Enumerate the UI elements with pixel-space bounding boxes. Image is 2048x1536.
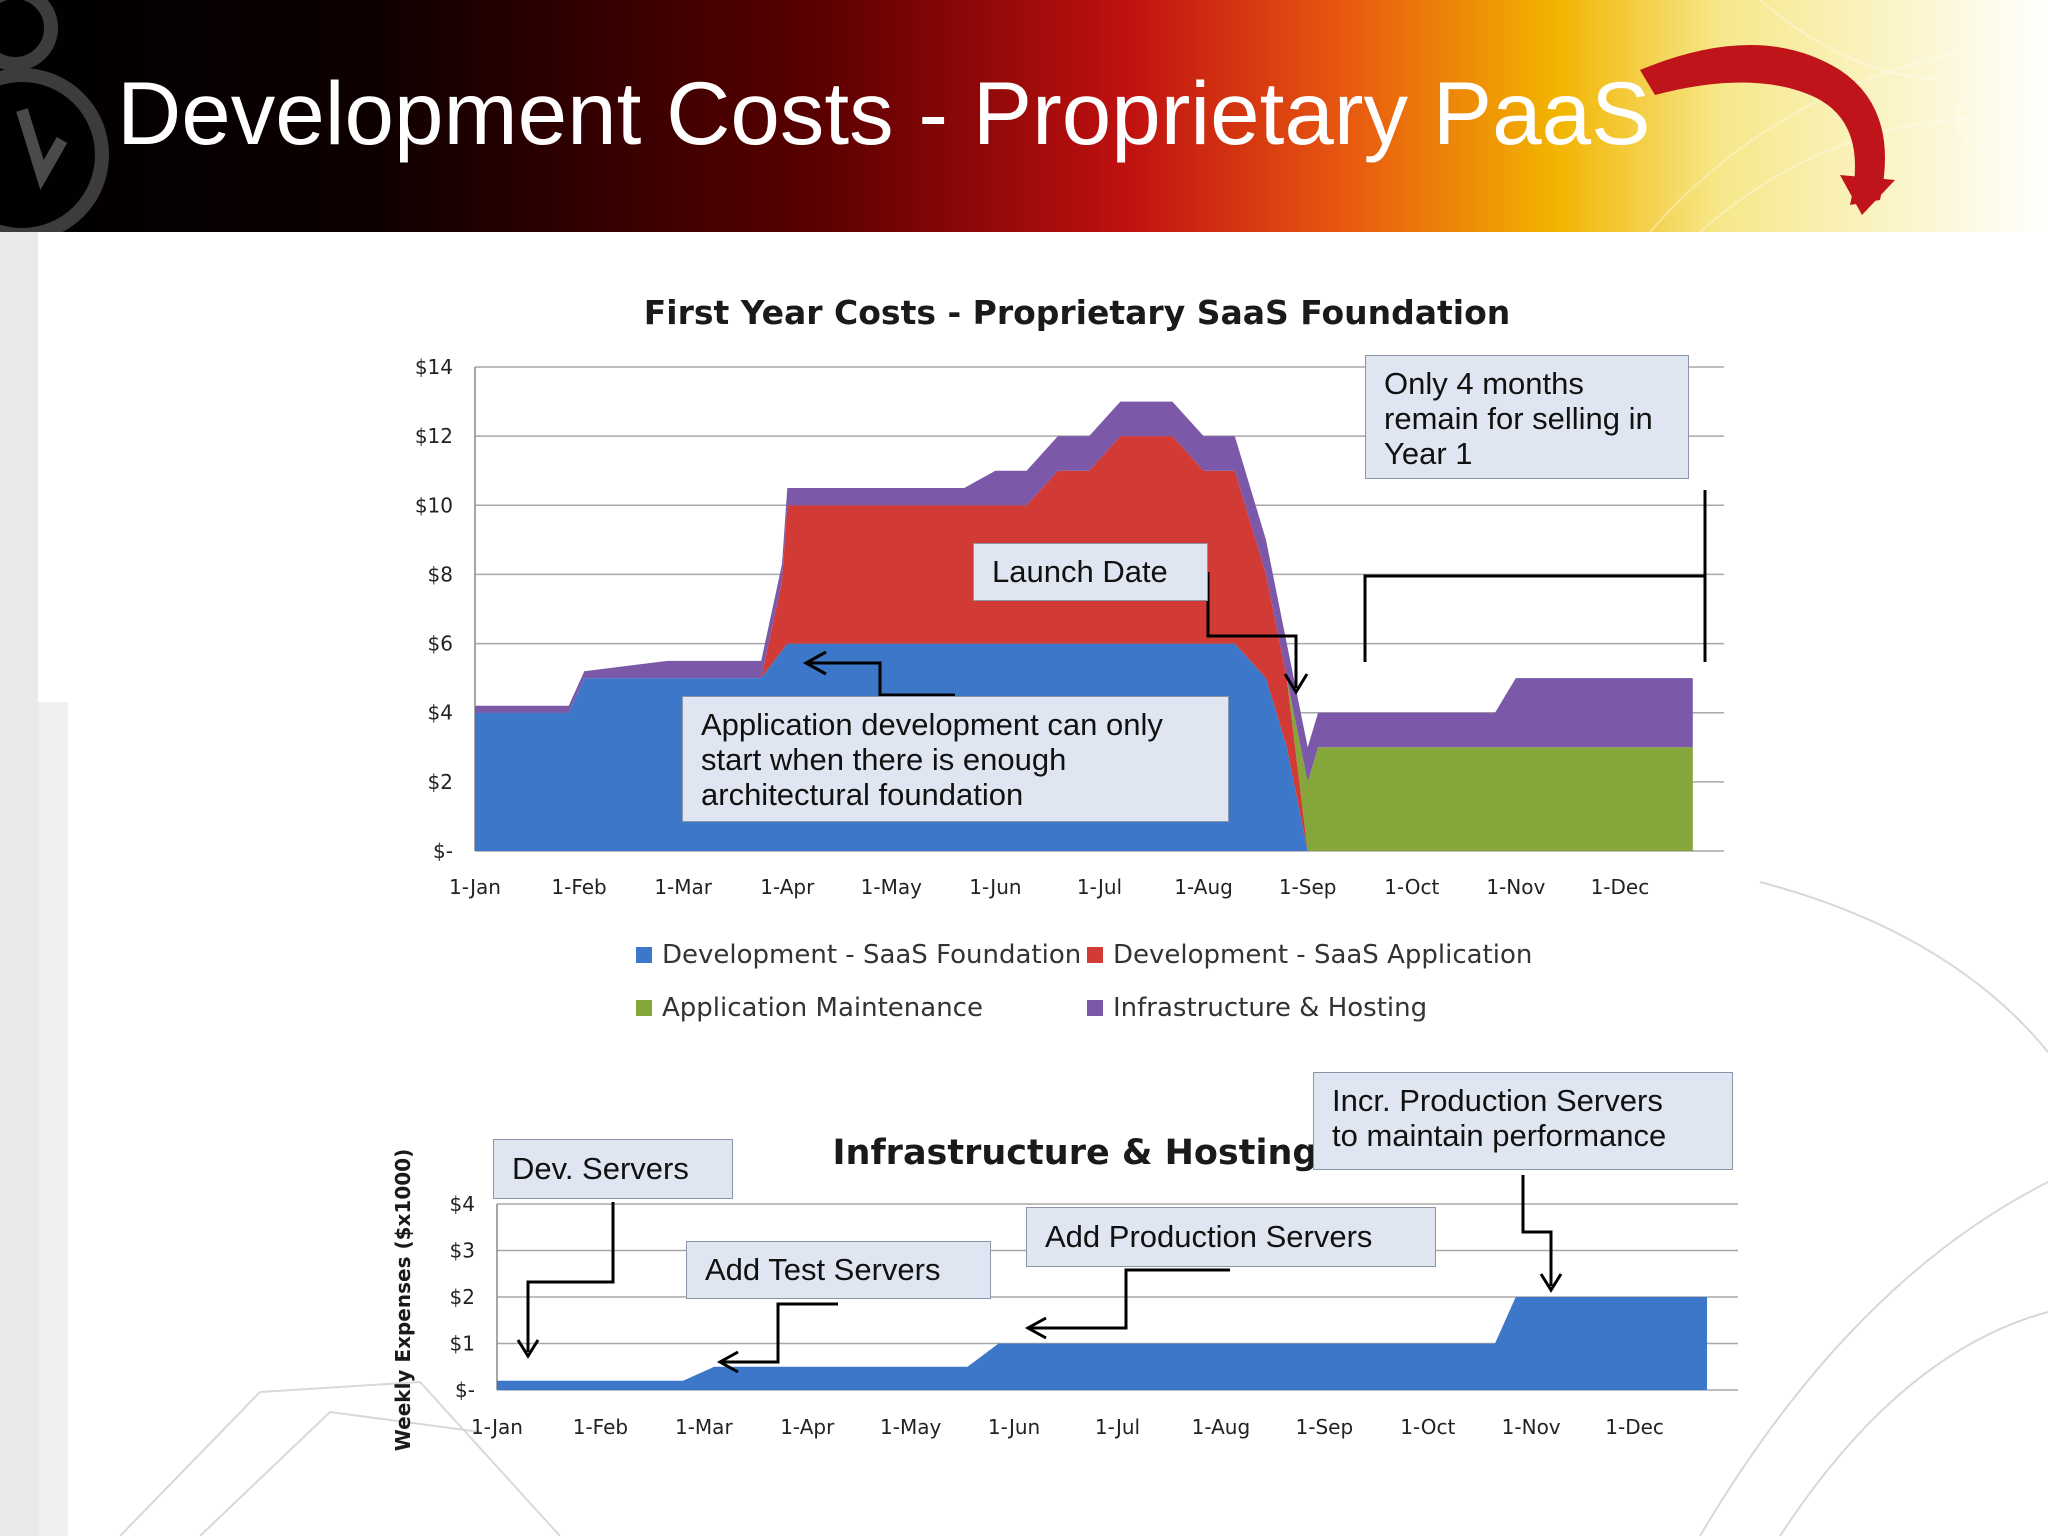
y-tick-label: $2: [450, 1285, 475, 1309]
test-servers-arrow-head: [716, 1350, 739, 1374]
x-tick-label: 1-Apr: [780, 1415, 835, 1439]
callout-application-development: Application development can only start w…: [682, 696, 1229, 822]
y-tick-label: $4: [450, 1192, 475, 1216]
prod-servers-arrow-head: [1024, 1316, 1047, 1340]
callout-line: Only 4 months: [1384, 366, 1584, 401]
dev-servers-arrow-head: [516, 1339, 540, 1359]
hosting-chart-y-ticks: $- $1 $2 $3 $4: [450, 1192, 475, 1402]
callout-line: Add Test Servers: [705, 1252, 941, 1287]
y-tick-label: $6: [428, 632, 453, 656]
callout-only-4-months: Only 4 months remain for selling in Year…: [1365, 355, 1689, 479]
y-tick-label: $8: [428, 562, 453, 586]
header-decoration: [0, 0, 2048, 232]
callout-dev-servers: Dev. Servers: [493, 1139, 733, 1199]
x-tick-label: 1-Aug: [1174, 875, 1233, 899]
hosting-chart-areas: [497, 1297, 1707, 1390]
header-banner: Development Costs - Proprietary PaaS: [0, 0, 2048, 232]
hosting-chart-x-ticks: 1-Jan 1-Feb 1-Mar 1-Apr 1-May 1-Jun 1-Jul 1-Aug…: [471, 1415, 1664, 1439]
callout-line: start when there is enough: [701, 742, 1067, 777]
launch-arrow-line: [1206, 572, 1298, 688]
annotation-connectors: [516, 490, 1707, 1374]
x-tick-label: 1-Feb: [551, 875, 606, 899]
x-tick-label: 1-Oct: [1400, 1415, 1455, 1439]
x-tick-label: 1-Jul: [1095, 1415, 1140, 1439]
x-tick-label: 1-Sep: [1279, 875, 1337, 899]
x-tick-label: 1-Sep: [1296, 1415, 1354, 1439]
x-tick-label: 1-Jun: [988, 1415, 1040, 1439]
y-tick-label: $2: [428, 770, 453, 794]
callout-line: Launch Date: [992, 554, 1168, 589]
background-decoration: [0, 232, 2048, 1536]
x-tick-label: 1-Nov: [1486, 875, 1545, 899]
callout-incr-production-servers: Incr. Production Servers to maintain per…: [1313, 1072, 1733, 1170]
area-series-series: [497, 1297, 1707, 1390]
x-tick-label: 1-Dec: [1605, 1415, 1664, 1439]
y-tick-label: $10: [415, 493, 453, 517]
x-tick-label: 1-May: [880, 1415, 941, 1439]
x-tick-label: 1-Jul: [1077, 875, 1122, 899]
callout-add-test-servers: Add Test Servers: [686, 1241, 991, 1299]
appdev-arrow-line: [810, 661, 955, 697]
x-tick-label: 1-Feb: [573, 1415, 628, 1439]
legend-swatch: [1087, 947, 1103, 963]
area-series-infrastructure-hosting: [475, 401, 1693, 782]
legend-swatch: [636, 1000, 652, 1016]
area-series-application-maintenance: [475, 436, 1693, 851]
y-tick-label: $-: [433, 839, 453, 863]
callout-line: to maintain performance: [1332, 1118, 1667, 1153]
dev-servers-arrow-line: [526, 1202, 615, 1352]
legend-swatch: [1087, 1000, 1103, 1016]
x-tick-label: 1-Jun: [969, 875, 1021, 899]
incr-servers-arrow-line: [1521, 1175, 1553, 1286]
hosting-chart-y-axis-label: Weekly Expenses ($x1000): [391, 1149, 415, 1451]
callout-line: Application development can only: [701, 707, 1163, 742]
x-tick-label: 1-Dec: [1591, 875, 1650, 899]
hosting-chart-title: Infrastructure & Hosting: [833, 1133, 1318, 1173]
x-tick-label: 1-Nov: [1502, 1415, 1561, 1439]
slide-title: Development Costs - Proprietary PaaS: [117, 63, 1651, 163]
callout-add-production-servers: Add Production Servers: [1026, 1207, 1436, 1267]
callout-line: Incr. Production Servers: [1332, 1083, 1663, 1118]
incr-servers-arrow-head: [1539, 1273, 1563, 1293]
test-servers-arrow-line: [722, 1302, 838, 1364]
cost-chart-title: First Year Costs - Proprietary SaaS Foun…: [644, 293, 1511, 332]
callout-line: remain for selling in: [1384, 401, 1653, 436]
prod-servers-arrow-line: [1030, 1268, 1230, 1330]
x-tick-label: 1-Mar: [675, 1415, 733, 1439]
x-tick-label: 1-Mar: [654, 875, 712, 899]
legend-label: Development - SaaS Foundation: [662, 940, 1081, 970]
bracket-line: [1363, 574, 1705, 662]
x-tick-label: 1-Jan: [471, 1415, 523, 1439]
legend-label: Infrastructure & Hosting: [1113, 993, 1427, 1023]
y-tick-label: $14: [415, 355, 453, 379]
launch-arrow-head: [1283, 673, 1309, 695]
x-tick-label: 1-May: [861, 875, 922, 899]
area-series-development-saas-application: [475, 436, 1693, 851]
y-tick-label: $3: [450, 1239, 475, 1263]
callout-line: Dev. Servers: [512, 1151, 689, 1186]
cost-chart-x-ticks: 1-Jan 1-Feb 1-Mar 1-Apr 1-May 1-Jun 1-Jul 1-Aug…: [449, 875, 1649, 899]
legend-swatch: [636, 947, 652, 963]
x-tick-label: 1-Aug: [1192, 1415, 1251, 1439]
appdev-arrow-head: [802, 650, 827, 676]
cost-chart-legend: Development - SaaS Foundation Development…: [636, 940, 1532, 1023]
legend-label: Development - SaaS Application: [1113, 940, 1532, 970]
legend-label: Application Maintenance: [662, 993, 983, 1023]
y-tick-label: $4: [428, 701, 453, 725]
hosting-chart: Infrastructure & Hosting Weekly Expenses…: [391, 1133, 1738, 1451]
y-tick-label: $-: [455, 1378, 475, 1402]
callout-line: Add Production Servers: [1045, 1219, 1373, 1254]
x-tick-label: 1-Apr: [760, 875, 815, 899]
y-tick-label: $12: [415, 424, 453, 448]
callout-line: architectural foundation: [701, 777, 1024, 812]
callout-line: Year 1: [1384, 436, 1473, 471]
callout-launch-date: Launch Date: [973, 543, 1208, 601]
y-tick-label: $1: [450, 1332, 475, 1356]
cost-chart-y-ticks: $- $2 $4 $6 $8 $10 $12 $14: [415, 355, 453, 863]
x-tick-label: 1-Oct: [1384, 875, 1439, 899]
x-tick-label: 1-Jan: [449, 875, 501, 899]
